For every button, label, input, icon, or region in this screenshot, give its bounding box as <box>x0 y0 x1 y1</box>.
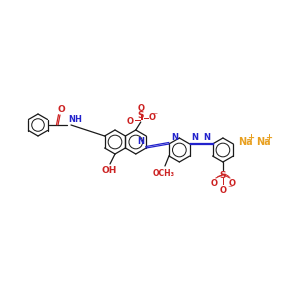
Text: O: O <box>127 116 134 125</box>
Text: +: + <box>248 133 254 142</box>
Text: NH: NH <box>68 115 82 124</box>
Text: Na: Na <box>238 137 252 147</box>
Text: O: O <box>57 105 65 114</box>
Text: +: + <box>266 133 272 142</box>
Text: O: O <box>210 179 218 188</box>
Text: N: N <box>203 133 211 142</box>
Text: S: S <box>220 171 226 180</box>
Text: ⁻: ⁻ <box>227 184 232 194</box>
Text: OCH₃: OCH₃ <box>153 169 175 178</box>
Text: OH: OH <box>101 166 117 175</box>
Text: O: O <box>228 179 236 188</box>
Text: N: N <box>192 133 199 142</box>
Text: Na: Na <box>256 137 270 147</box>
Text: S: S <box>137 111 144 120</box>
Text: N: N <box>137 137 144 146</box>
Text: O: O <box>149 113 156 122</box>
Text: ⁻: ⁻ <box>152 111 157 121</box>
Text: O: O <box>219 186 226 195</box>
Text: O: O <box>137 104 144 113</box>
Text: N: N <box>171 133 178 142</box>
